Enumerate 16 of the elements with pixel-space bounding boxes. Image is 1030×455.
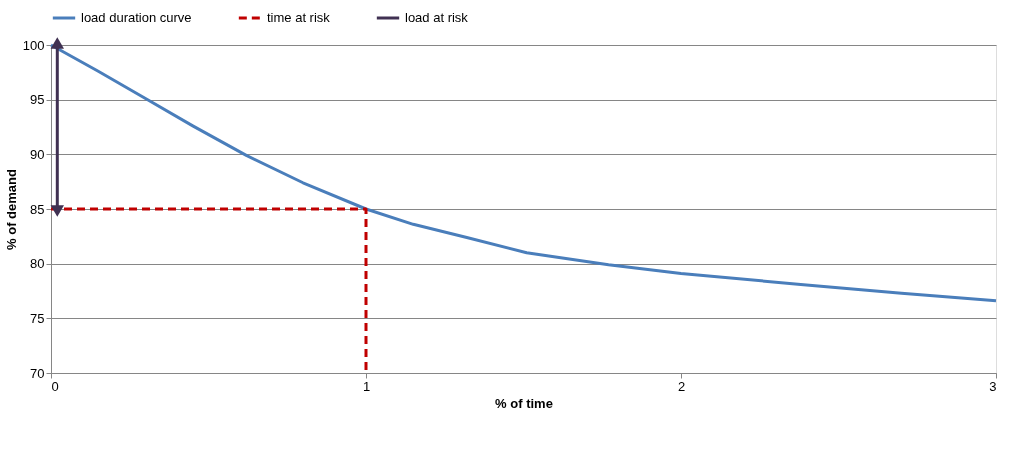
x-tick-label: 1 <box>362 378 371 394</box>
y-tick-label: 80 <box>30 256 45 272</box>
y-tick-label: 70 <box>30 365 45 381</box>
legend-label: load duration curve <box>81 10 192 25</box>
y-tick-label: 100 <box>22 37 45 53</box>
x-tick-label: 3 <box>989 378 997 394</box>
legend-label: time at risk <box>267 10 331 25</box>
legend-label: load at risk <box>405 10 469 25</box>
y-tick-label: 95 <box>30 92 45 108</box>
y-tick-label: 85 <box>30 201 45 217</box>
y-tick-label: 75 <box>30 310 45 326</box>
y-tick-label: 90 <box>30 146 45 162</box>
x-tick-label: 0 <box>51 378 59 394</box>
x-tick-label: 2 <box>677 378 686 394</box>
y-axis-title: % of demand <box>3 169 19 250</box>
x-axis-title: % of time <box>495 395 553 411</box>
